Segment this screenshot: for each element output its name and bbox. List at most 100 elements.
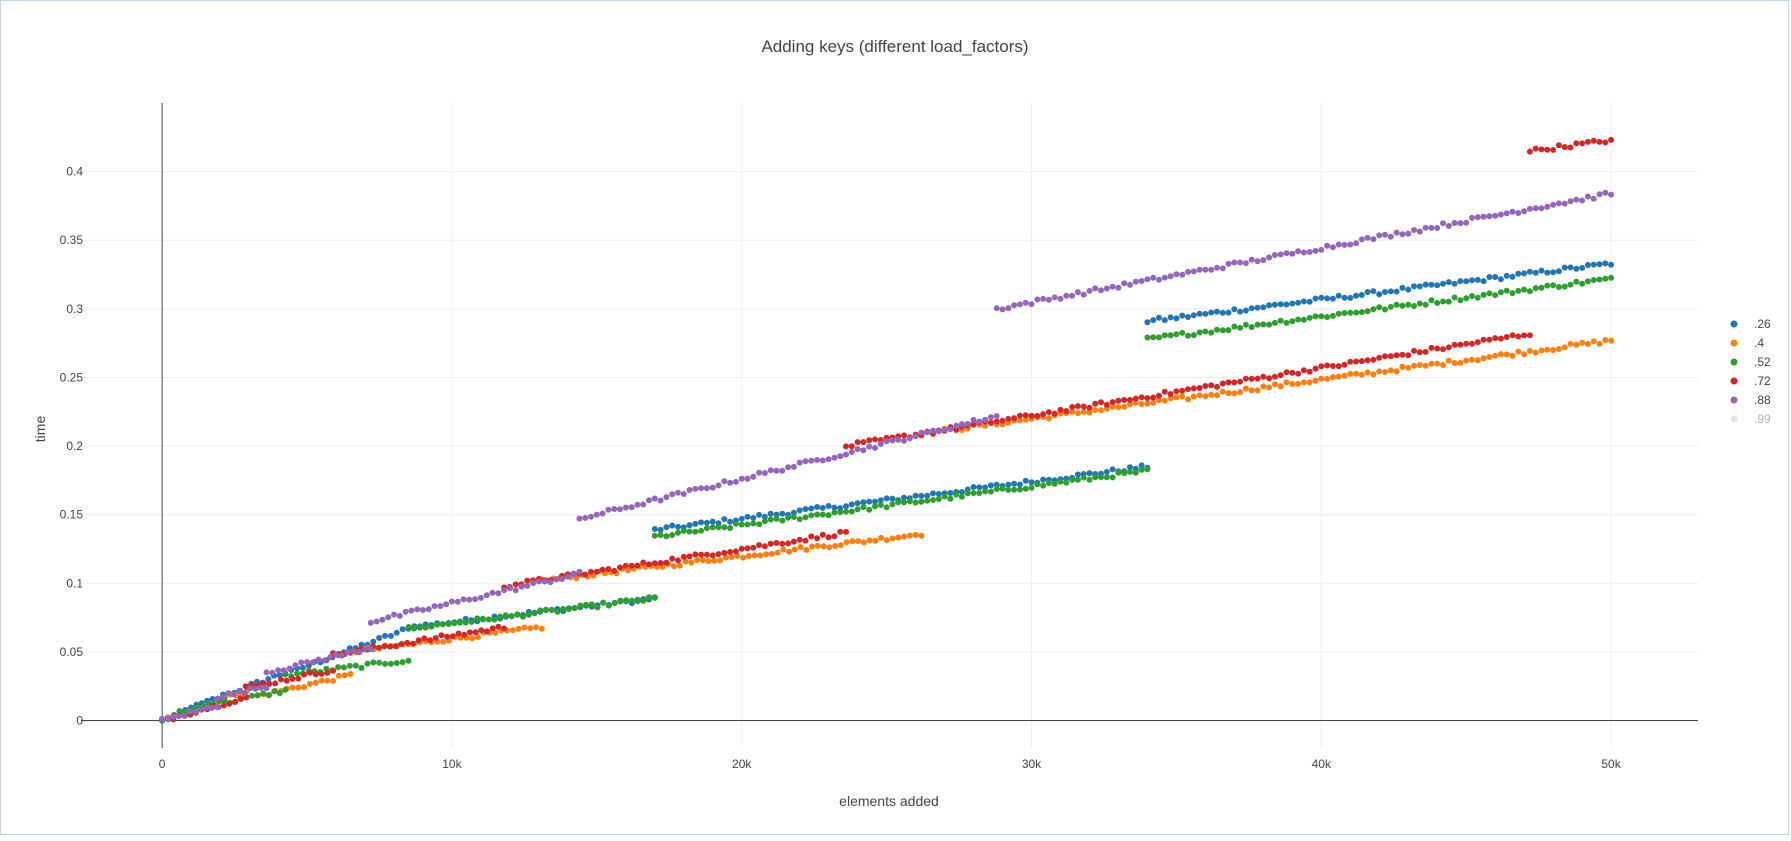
data-point (492, 629, 499, 636)
data-point (1503, 272, 1510, 279)
data-point (1150, 317, 1157, 324)
legend-item[interactable]: .72 (1730, 374, 1772, 388)
data-point (1335, 310, 1342, 317)
data-point (263, 685, 270, 692)
data-point (1416, 362, 1423, 368)
legend-item[interactable]: .4 (1730, 336, 1765, 350)
data-point (814, 511, 821, 518)
data-point (825, 456, 832, 463)
data-point (1225, 260, 1232, 267)
legend-marker (1730, 339, 1738, 347)
data-point (396, 612, 403, 619)
data-point (292, 662, 299, 669)
data-point (1416, 228, 1423, 235)
data-point (1237, 308, 1244, 315)
data-point (1492, 292, 1499, 299)
data-point (796, 536, 803, 543)
data-point (958, 493, 965, 500)
data-point (247, 685, 253, 692)
data-point (734, 552, 741, 559)
data-point (1515, 270, 1522, 277)
data-point (1428, 297, 1435, 304)
legend-item[interactable]: .26 (1730, 317, 1772, 331)
data-point (1416, 283, 1423, 290)
data-point (594, 604, 601, 611)
data-point (1590, 195, 1597, 202)
data-point (1080, 474, 1087, 481)
data-point (1555, 142, 1562, 149)
data-point (1167, 273, 1174, 280)
data-point (651, 495, 658, 502)
data-point (1382, 369, 1388, 375)
data-point (1306, 298, 1313, 305)
data-point (421, 635, 428, 642)
data-point (912, 492, 919, 499)
data-point (509, 627, 516, 634)
data-point (1219, 265, 1226, 272)
data-point (1480, 213, 1487, 220)
data-point (344, 649, 351, 656)
data-point (1225, 379, 1232, 386)
data-point (1573, 196, 1580, 203)
data-point (1347, 294, 1354, 301)
data-point (814, 542, 821, 549)
data-point (651, 594, 658, 601)
legend-label: .4 (1754, 336, 1764, 350)
data-point (1469, 214, 1475, 221)
data-point (790, 463, 797, 470)
data-point (982, 416, 989, 423)
data-point (1005, 486, 1012, 493)
legend-marker (1730, 396, 1738, 404)
data-point (675, 489, 681, 496)
data-point (1457, 220, 1464, 227)
data-point (232, 699, 238, 705)
data-point (768, 550, 775, 557)
data-point (1561, 344, 1568, 351)
data-point (1590, 338, 1597, 345)
legend-item[interactable]: .52 (1730, 355, 1772, 369)
data-point (1486, 274, 1493, 280)
data-point (779, 467, 786, 474)
data-point (1596, 261, 1603, 268)
data-point (301, 671, 308, 678)
data-point (1045, 415, 1052, 422)
data-point (640, 501, 647, 508)
data-point (1497, 211, 1504, 218)
data-point (243, 694, 250, 701)
data-point (761, 518, 768, 525)
legend[interactable]: .26 .4 .52 .72 .88 .99 (1730, 317, 1772, 426)
data-point (866, 506, 873, 513)
data-point (814, 535, 821, 542)
data-point (1521, 286, 1528, 293)
data-point (680, 527, 687, 534)
data-point (1393, 288, 1400, 295)
data-point (721, 516, 728, 523)
data-point (554, 608, 561, 615)
data-point (982, 488, 989, 495)
data-point (1457, 341, 1464, 348)
data-point (1596, 276, 1603, 283)
data-point (1109, 283, 1116, 290)
data-point (872, 503, 878, 510)
legend-item[interactable]: .88 (1730, 393, 1772, 407)
data-point (278, 676, 284, 683)
data-point (1040, 482, 1047, 489)
data-point (1260, 257, 1267, 264)
data-point (1370, 236, 1377, 243)
data-point (1295, 380, 1302, 387)
data-point (1347, 370, 1354, 377)
data-point (947, 490, 954, 496)
data-point (628, 562, 635, 569)
data-point (872, 444, 878, 451)
data-point (1242, 260, 1249, 267)
data-point (1028, 484, 1035, 491)
x-tick-label: 50k (1601, 757, 1621, 771)
data-point (744, 521, 751, 528)
data-point (600, 599, 607, 606)
data-point (265, 676, 272, 682)
data-point (727, 525, 734, 531)
data-point (1080, 291, 1087, 298)
data-point (1190, 393, 1197, 400)
legend-item[interactable]: .99 (1730, 412, 1772, 426)
data-point (1179, 312, 1186, 319)
